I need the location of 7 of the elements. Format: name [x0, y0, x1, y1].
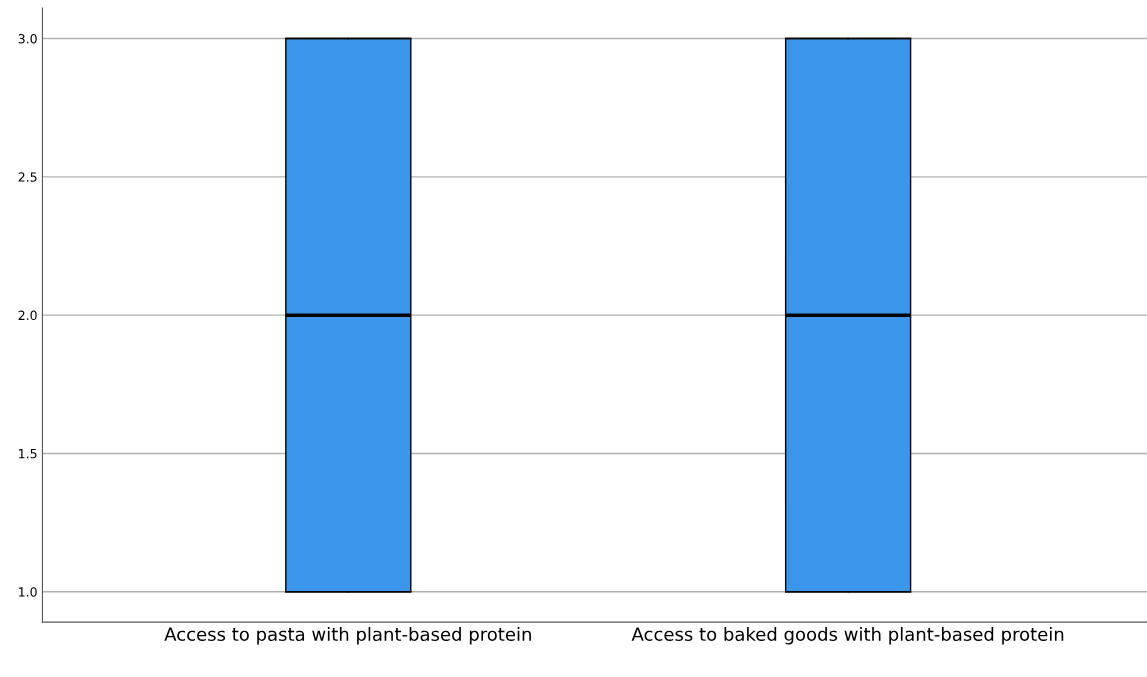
y-tick-label: 2.5 — [18, 172, 37, 182]
x-tick-label: Access to pasta with plant-based protein — [164, 627, 531, 645]
y-tick-label: 1.5 — [19, 449, 37, 459]
y-tick-label: 2.0 — [18, 310, 37, 321]
x-tick-label: Access to baked goods with plant-based protein — [631, 627, 1064, 645]
y-tick-label: 3.0 — [18, 34, 37, 44]
y-tick-label: 1.0 — [19, 587, 37, 597]
